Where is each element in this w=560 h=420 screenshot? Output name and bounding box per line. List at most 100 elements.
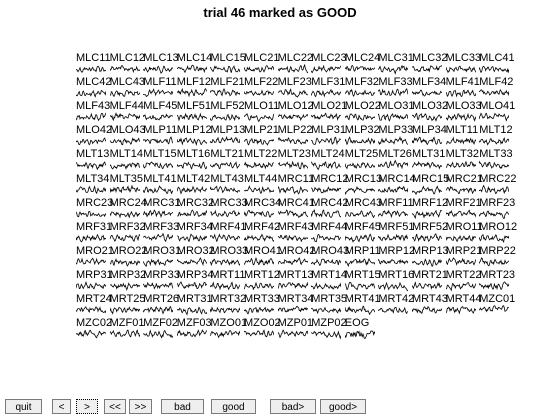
channel-cell: MRC31 [143,197,180,222]
channel-label: MLO33 [445,100,482,113]
channel-label: MRO41 [244,244,282,257]
channel-label: MLO12 [277,100,314,113]
channel-cell: MRT43 [412,294,448,318]
signal-trace [244,161,274,170]
signal-trace [210,65,241,73]
channel-label: MRC23 [76,196,114,209]
previous-trial-button[interactable]: < [52,399,71,414]
channel-label: MRT24 [76,293,112,305]
mark-good-button[interactable]: good [211,399,256,414]
mark-good-next-button[interactable]: good> [320,399,366,414]
signal-trace [479,184,510,194]
signal-trace [277,113,308,122]
mark-bad-next-button[interactable]: bad> [270,399,316,414]
signal-trace [445,136,476,146]
signal-trace [143,113,174,121]
channel-label: MRO31 [143,244,182,257]
channel-cell: MRO21 [76,245,114,270]
signal-trace [412,161,442,170]
signal-trace [210,88,241,97]
channel-label: MRF34 [176,220,213,233]
signal-trace [344,162,375,170]
channel-cell: MZF02 [143,318,178,342]
signal-trace [378,88,409,97]
channel-label: MLP13 [210,124,246,137]
signal-trace [311,185,342,193]
channel-cell: MRT11 [210,269,245,294]
signal-trace [311,161,342,171]
channel-cell: MLC33 [445,53,481,77]
channel-cell: MZF01 [109,318,144,342]
signal-trace [244,184,274,194]
channel-cell: MRT14 [311,269,347,294]
signal-trace [176,209,207,217]
channel-label: MRC41 [277,196,315,209]
channel-label: MZF03 [176,317,212,330]
signal-trace [277,281,308,289]
signal-trace [176,256,207,266]
signal-trace [210,113,241,122]
channel-cell: MZO02 [244,318,281,342]
channel-label: MRP11 [344,244,381,257]
channel-label: MLC32 [412,52,448,64]
channel-cell: MLT13 [76,149,109,173]
channel-cell: MLO42 [76,125,112,149]
mark-bad-button[interactable]: bad [161,399,204,414]
previous-fast-button[interactable]: << [104,399,126,414]
channel-label: MLF41 [445,76,480,89]
channel-cell: MRT24 [76,294,112,318]
channel-label: MLF43 [76,100,111,113]
signal-trace [143,88,174,98]
channel-label: MRO33 [210,244,249,257]
channel-label: MRO43 [311,244,350,257]
channel-cell: MRT12 [244,269,280,294]
channel-label: MZF02 [143,317,179,330]
signal-trace [344,257,375,267]
signal-trace [109,257,140,267]
signal-trace [378,64,409,75]
next-trial-button[interactable]: > [76,399,98,414]
channel-cell: MLC22 [277,53,313,77]
channel-cell: MLT33 [479,149,513,173]
channel-cell: MRP12 [378,245,415,270]
channel-label: MLF23 [277,76,312,89]
signal-trace [479,89,510,97]
channel-label: MLT42 [176,172,211,185]
channel-cell: MLC12 [109,53,145,77]
signal-trace [445,281,476,292]
channel-label: MZO02 [244,317,281,330]
channel-cell: MRF51 [378,221,414,246]
signal-trace [378,306,409,315]
channel-cell: MLC41 [479,53,515,77]
channel-cell: MRO31 [143,245,181,270]
channel-cell: MLT15 [143,149,177,173]
channel-cell: MLO21 [311,101,347,125]
signal-trace [412,209,442,219]
channel-cell: MRO11 [445,221,483,246]
channel-cell: MRP11 [344,245,381,270]
channel-cell: MRC11 [277,173,314,198]
channel-cell: MRT44 [445,294,481,318]
channel-label: MRC43 [344,196,383,209]
channel-cell: MRP13 [412,245,449,270]
channel-cell: MLO43 [109,125,146,149]
next-fast-button[interactable]: >> [129,399,152,414]
channel-label: MRT42 [378,293,415,305]
signal-trace [412,89,442,97]
signal-trace [378,233,409,242]
channel-label: MRC42 [311,196,349,209]
signal-trace [143,329,174,339]
channel-cell: MLC43 [109,77,145,101]
channel-cell: MRC42 [311,197,348,222]
signal-trace [344,209,375,218]
channel-cell: MLO11 [244,101,279,125]
channel-label: MLC12 [109,52,146,64]
signal-trace [311,258,342,266]
channel-cell: MLF44 [109,101,144,125]
channel-cell: MLO22 [344,101,381,125]
channel-cell: MLT25 [344,149,378,173]
channel-label: MRF23 [479,196,516,209]
signal-trace [277,208,308,218]
channel-label: MLT26 [378,148,412,161]
quit-button[interactable]: quit [5,399,42,414]
